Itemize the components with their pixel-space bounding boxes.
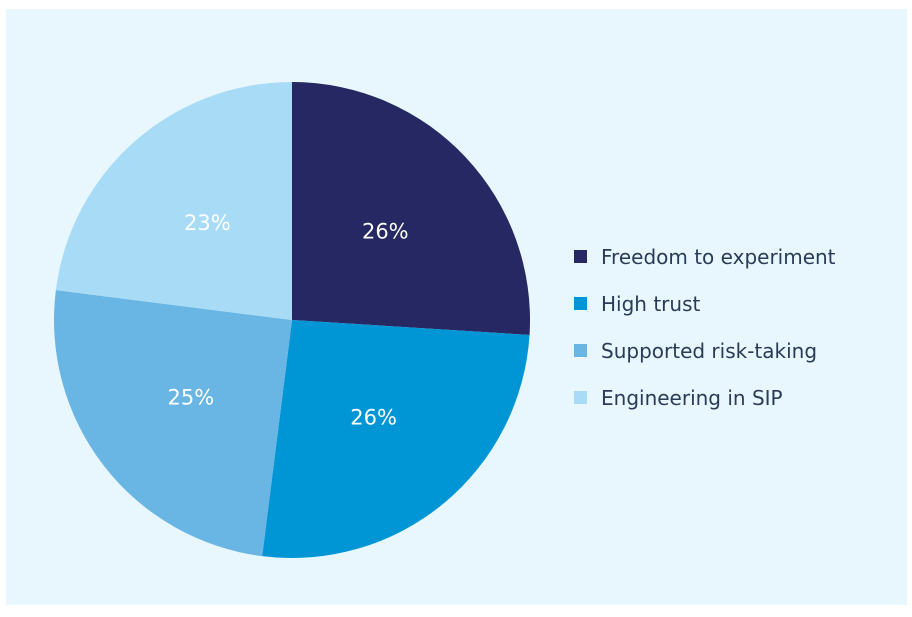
slice-value-label-4: 23% [184, 211, 231, 235]
legend-item-4: Engineering in SIP [574, 374, 836, 421]
legend-item-2: High trust [574, 280, 836, 327]
legend-swatch-2 [574, 297, 587, 310]
legend-label-4: Engineering in SIP [601, 385, 783, 410]
slice-value-label-1: 26% [362, 219, 409, 243]
legend-label-1: Freedom to experiment [601, 244, 836, 269]
legend-item-1: Freedom to experiment [574, 233, 836, 280]
legend-swatch-3 [574, 344, 587, 357]
legend-label-2: High trust [601, 291, 701, 316]
pie-slice-1 [292, 82, 530, 335]
pie-labels: 26% 26% 25% 23% [168, 211, 409, 430]
legend-swatch-1 [574, 250, 587, 263]
pie-slices [54, 82, 530, 558]
legend-swatch-4 [574, 391, 587, 404]
pie-slice-3 [54, 290, 293, 557]
slice-value-label-3: 25% [168, 385, 215, 409]
legend-label-3: Supported risk-taking [601, 338, 818, 363]
pie-slice-2 [262, 320, 530, 558]
pie-chart: 26% 26% 25% 23% [54, 82, 530, 558]
slice-value-label-2: 26% [350, 406, 397, 430]
legend-item-3: Supported risk-taking [574, 327, 836, 374]
chart-panel: 26% 26% 25% 23% Freedom to experiment High t… [6, 9, 907, 605]
legend: Freedom to experiment High trust Supported… [574, 233, 836, 421]
pie-slice-4 [55, 82, 292, 320]
